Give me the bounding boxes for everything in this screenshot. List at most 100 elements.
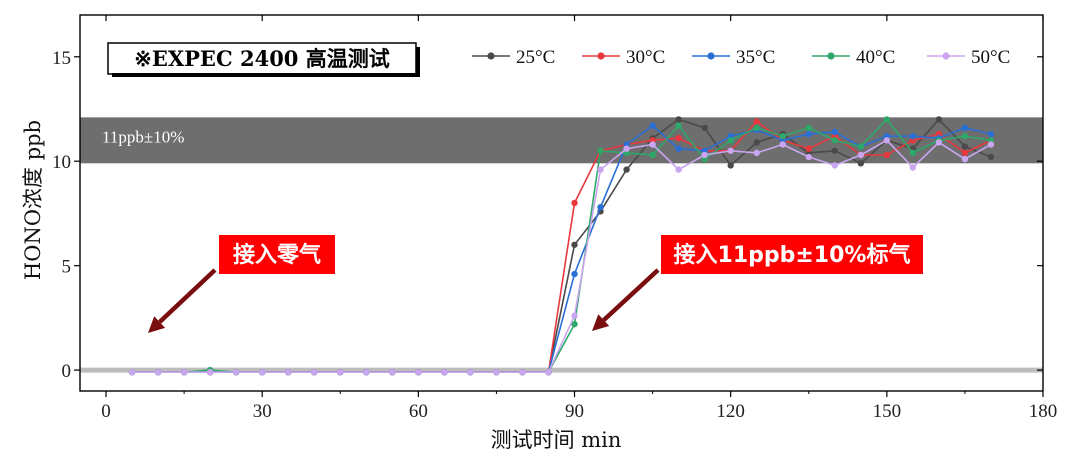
annotation-box [219,235,335,274]
data-point [571,241,578,248]
x-tick-label: 60 [409,401,428,422]
annotation-label: 接入零气 [233,242,321,268]
data-point [805,153,812,161]
data-point [311,369,318,376]
x-tick-label: 120 [716,401,745,422]
data-point [987,130,995,138]
data-point [727,147,734,154]
legend-marker [942,52,950,60]
data-point [987,141,995,148]
legend: 25°C 30°C 35°C 40°C 50°C [472,47,1010,68]
data-point [909,164,917,171]
data-point [493,369,500,376]
data-point [961,124,969,131]
annotation-2: 接入11ppb±10%标气 [592,235,923,331]
data-point [857,143,865,150]
annotation-1: 接入零气 [148,235,335,333]
band-rect [80,117,1043,164]
data-point [519,369,526,376]
data-point [805,130,812,138]
data-point [623,145,630,152]
x-axis: 0 30 60 90 120 150 180 [101,15,1057,422]
legend-marker [597,52,605,60]
data-point [649,141,656,148]
data-point [675,122,682,129]
annotation-arrow-head [148,316,166,333]
legend-label: 40°C [856,47,895,68]
legend-marker [707,52,715,60]
data-point [206,369,214,376]
legend-item: 35°C [692,47,775,68]
data-point [415,369,422,376]
x-tick-label: 0 [101,401,111,422]
annotation-label: 接入11ppb±10%标气 [674,242,911,268]
data-point [571,270,578,278]
data-point [571,320,578,328]
chart-title: ※EXPEC 2400 高温测试 [134,46,389,71]
data-point [571,199,578,207]
series-lines [128,116,995,376]
legend-label: 30°C [626,47,665,68]
x-tick-label: 150 [873,401,902,422]
axes-frame [79,14,1044,392]
x-tick-label: 90 [565,401,584,422]
data-point [727,137,734,144]
data-point [805,124,812,131]
data-point [701,151,708,159]
data-point [831,137,838,144]
data-point [180,369,188,376]
target-band: 11ppb±10% [80,117,1043,164]
x-tick-label: 30 [253,401,272,422]
data-point [883,116,891,123]
y-tick-label: 5 [62,257,72,278]
data-point [831,147,838,154]
y-tick-label: 15 [52,48,71,69]
legend-item: 30°C [582,47,665,68]
y-tick-label: 0 [62,361,72,382]
legend-item: 25°C [472,47,555,68]
legend-marker [827,52,835,60]
data-point [389,369,396,376]
data-point [597,147,604,154]
data-point [649,122,656,129]
plot-frame [79,14,1044,392]
data-point [831,128,838,136]
data-point [857,160,865,167]
data-point [935,139,943,146]
data-point [961,132,969,140]
data-point [987,153,995,161]
data-point [597,203,604,211]
data-point [675,116,682,123]
annotation-arrow-head [592,314,610,331]
data-point [675,135,682,142]
data-point [753,124,760,131]
y-axis-label: HONO浓度 ppb [21,120,45,280]
data-point [623,166,630,173]
data-point [363,369,370,376]
data-point [285,369,292,376]
y-axis: 0 5 10 15 [52,48,1043,382]
data-point [883,151,891,159]
data-point [753,118,760,125]
data-point [154,369,162,376]
data-point [779,141,786,148]
data-point [753,139,760,146]
data-point [753,149,760,157]
data-point [128,369,136,376]
legend-label: 50°C [971,47,1010,68]
data-point [232,369,240,376]
series-line [132,139,992,374]
x-axis-label: 测试时间 min [491,428,622,452]
data-point [779,132,786,140]
chart-title-box: ※EXPEC 2400 高温测试 [107,42,420,77]
annotations: 接入零气 接入11ppb±10%标气 [148,235,923,333]
legend-item: 50°C [927,47,1010,68]
data-point [649,151,656,159]
data-point [467,369,474,376]
annotation-arrow-shaft [158,268,217,324]
data-point [935,116,943,123]
data-point [909,132,917,140]
data-point [961,143,969,150]
data-point [805,145,812,152]
data-point [571,312,578,319]
